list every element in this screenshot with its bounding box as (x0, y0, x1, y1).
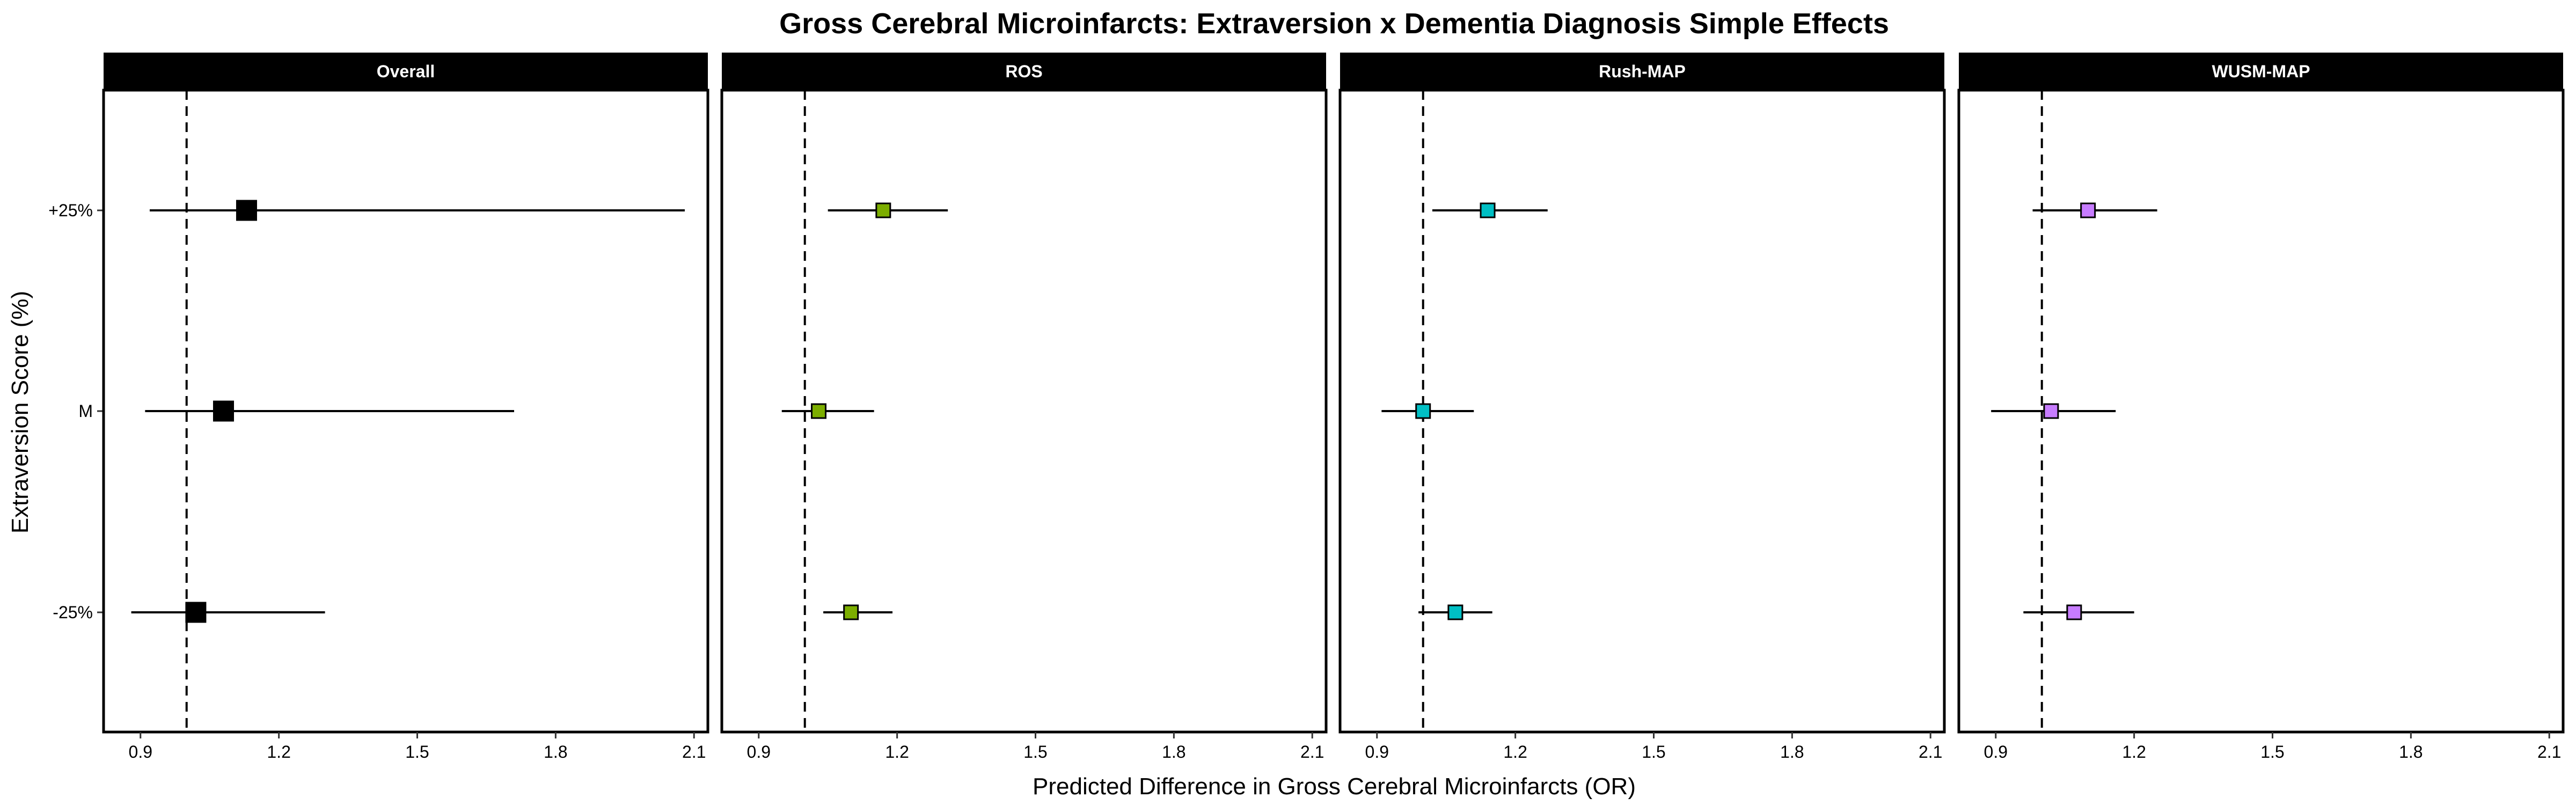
y-tick-label: -25% (53, 603, 93, 622)
x-tick-label: 2.1 (682, 742, 706, 762)
y-tick-label: +25% (48, 201, 93, 220)
point-estimate (213, 400, 234, 422)
point-estimate (185, 602, 207, 623)
panel-strip-label: ROS (1005, 62, 1042, 81)
chart-title: Gross Cerebral Microinfarcts: Extraversi… (779, 8, 1889, 40)
x-tick-label: 1.8 (544, 742, 567, 762)
point-estimate (1415, 403, 1431, 419)
x-tick-label: 2.1 (1919, 742, 1942, 762)
panel-ros: ROS 0.9 1.2 1.5 1.8 2.1 (720, 53, 1328, 762)
panel-strip-label: Rush-MAP (1599, 62, 1686, 81)
panel-border (102, 89, 709, 734)
x-tick-label: 1.5 (1642, 742, 1665, 762)
y-tick-label: M (78, 401, 93, 421)
x-tick-label: 0.9 (747, 742, 771, 762)
x-tick-label: 0.9 (1984, 742, 2008, 762)
point-estimate (236, 200, 257, 221)
point-estimate (875, 202, 891, 218)
point-estimate (843, 604, 859, 620)
x-axis-title: Predicted Difference in Gross Cerebral M… (1033, 773, 1636, 800)
x-tick-label: 1.8 (2399, 742, 2423, 762)
panel-wusm-map: WUSM-MAP 0.9 1.2 1.5 1.8 2.1 (1957, 53, 2565, 762)
point-estimate (811, 403, 827, 419)
panel-strip-label: Overall (377, 62, 435, 81)
panels-group: +25% M -25% Overall 0.9 1.2 1.5 1.8 2.1 ROS 0.9 1.2… (48, 53, 2565, 762)
panel-overall: Overall 0.9 1.2 1.5 1.8 2.1 (102, 53, 709, 762)
x-tick-label: 2.1 (1300, 742, 1324, 762)
point-estimate (2066, 604, 2082, 620)
panel-strip (722, 53, 1326, 90)
x-tick-label: 1.5 (405, 742, 429, 762)
point-estimate (1447, 604, 1463, 620)
panel-border (1957, 89, 2565, 734)
point-estimate (2080, 202, 2096, 218)
y-axis-title: Extraversion Score (%) (7, 291, 33, 533)
panel-border (720, 89, 1328, 734)
x-tick-label: 1.2 (1503, 742, 1527, 762)
x-tick-label: 2.1 (2537, 742, 2561, 762)
panel-strip (1340, 53, 1944, 90)
x-tick-label: 1.5 (2260, 742, 2284, 762)
panel-strip (104, 53, 708, 90)
point-estimate (1480, 202, 1496, 218)
x-tick-label: 1.8 (1780, 742, 1804, 762)
x-tick-label: 1.8 (1162, 742, 1185, 762)
panel-strip (1959, 53, 2563, 90)
x-tick-label: 1.2 (2122, 742, 2146, 762)
x-tick-label: 1.2 (885, 742, 909, 762)
x-tick-label: 0.9 (129, 742, 152, 762)
panel-strip-label: WUSM-MAP (2212, 62, 2310, 81)
x-tick-label: 1.5 (1023, 742, 1047, 762)
point-estimate (2043, 403, 2059, 419)
x-tick-label: 1.2 (267, 742, 290, 762)
panel-rush-map: Rush-MAP 0.9 1.2 1.5 1.8 2.1 (1338, 53, 1946, 762)
panel-border (1338, 89, 1946, 734)
x-tick-label: 0.9 (1365, 742, 1389, 762)
